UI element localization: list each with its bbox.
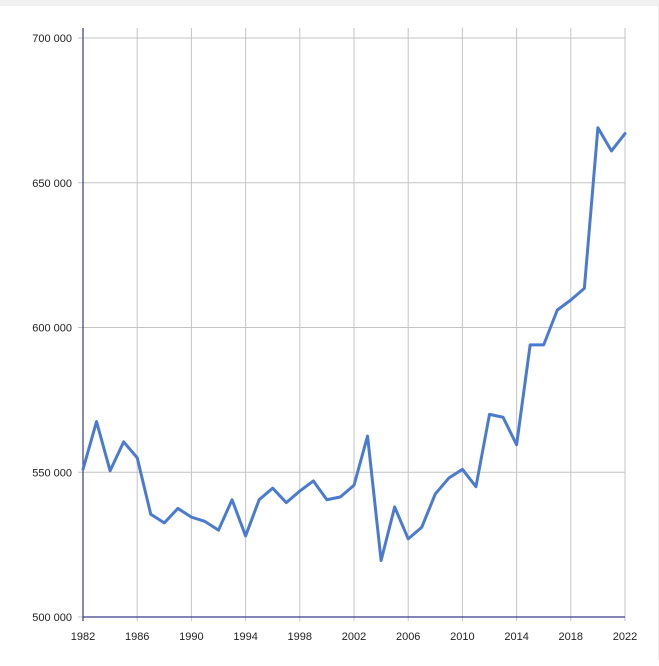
data-point: [163, 522, 165, 524]
data-point: [448, 477, 450, 479]
x-tick-label: 1994: [233, 631, 257, 643]
data-point: [394, 506, 396, 508]
y-tick-label: 700 000: [32, 33, 72, 45]
data-point: [380, 559, 382, 562]
data-point: [610, 150, 613, 152]
y-tick-label: 600 000: [32, 323, 72, 335]
data-point: [543, 344, 545, 346]
data-point: [502, 416, 504, 418]
data-point: [217, 529, 220, 531]
data-point: [95, 420, 98, 423]
data-point: [529, 344, 531, 346]
series-layer: [81, 126, 627, 563]
data-point: [461, 468, 463, 470]
data-point: [366, 435, 369, 437]
x-tick-label: 2022: [613, 631, 637, 643]
x-tick-label: 2002: [342, 631, 366, 643]
data-point: [177, 507, 179, 510]
data-point: [204, 520, 206, 523]
data-point: [421, 526, 423, 528]
y-tick-label: 500 000: [32, 612, 72, 624]
x-tick-label: 2006: [396, 631, 420, 643]
data-point: [597, 127, 599, 129]
x-tick-label: 1990: [179, 631, 203, 643]
data-point: [353, 484, 355, 486]
data-point: [150, 513, 152, 515]
data-point: [123, 441, 125, 443]
data-point: [245, 535, 247, 537]
data-point: [136, 457, 138, 459]
y-tick-label: 650 000: [32, 178, 72, 190]
data-point: [299, 490, 301, 492]
x-tick-label: 1986: [125, 631, 149, 643]
data-point: [407, 538, 409, 540]
x-tick-label: 2018: [559, 631, 583, 643]
x-tick-label: 1998: [288, 631, 312, 643]
data-point: [488, 413, 491, 415]
line-chart: 500 000 550 000 600 000 650 000 700 000 1982 1…: [32, 28, 637, 643]
data-point: [312, 480, 314, 482]
gridlines: [83, 28, 626, 621]
data-point: [556, 309, 558, 311]
data-point: [231, 499, 233, 501]
data-point: [624, 132, 626, 135]
data-point: [475, 486, 477, 488]
data-point: [109, 470, 111, 472]
y-tick-label: 550 000: [32, 467, 72, 479]
data-point: [190, 516, 192, 518]
x-tick-label: 1982: [71, 631, 95, 643]
data-point: [285, 502, 287, 504]
axes: [78, 28, 625, 621]
data-point: [434, 493, 436, 495]
data-point: [82, 468, 84, 470]
x-tick-label: 2010: [450, 631, 474, 643]
data-point: [570, 299, 572, 301]
data-point: [326, 499, 328, 501]
data-point: [516, 444, 518, 446]
tick-labels: 500 000 550 000 600 000 650 000 700 000 1982 1…: [32, 33, 637, 643]
data-point: [583, 287, 585, 290]
data-point: [339, 496, 342, 498]
x-tick-label: 2014: [504, 631, 528, 643]
data-point: [272, 487, 274, 489]
data-point: [258, 499, 260, 501]
